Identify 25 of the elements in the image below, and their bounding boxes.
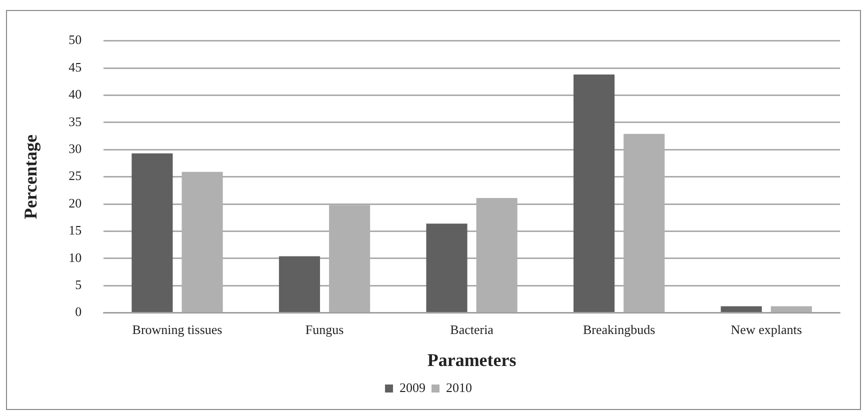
bar — [720, 306, 762, 312]
y-tick-label: 15 — [68, 222, 82, 238]
bar — [426, 224, 468, 312]
y-tick-label: 20 — [68, 195, 82, 210]
y-tick-label: 5 — [75, 277, 82, 292]
y-tick-label: 25 — [68, 168, 82, 184]
x-axis-title: Parameters — [427, 350, 516, 370]
y-axis-title: Percentage — [20, 134, 40, 220]
y-tick-label: 40 — [68, 86, 82, 102]
x-tick-label: Breakingbuds — [582, 322, 656, 338]
y-tick-label: 0 — [75, 304, 82, 320]
bar — [278, 256, 320, 312]
y-tick-label: 30 — [68, 141, 82, 156]
x-tick-label: New explants — [730, 322, 802, 338]
y-tick-label: 10 — [68, 250, 82, 265]
y-tick-label: 50 — [68, 32, 82, 48]
legend-label: 2009 — [400, 380, 426, 395]
bar — [132, 153, 173, 312]
legend-label: 2010 — [446, 380, 472, 395]
x-tick-label: Bacteria — [450, 322, 494, 338]
y-tick-label: 45 — [68, 59, 82, 74]
x-tick-label: Browning tissues — [132, 322, 222, 338]
bar — [574, 74, 615, 312]
y-tick-label: 35 — [68, 114, 82, 129]
x-tick-label: Fungus — [305, 322, 344, 338]
